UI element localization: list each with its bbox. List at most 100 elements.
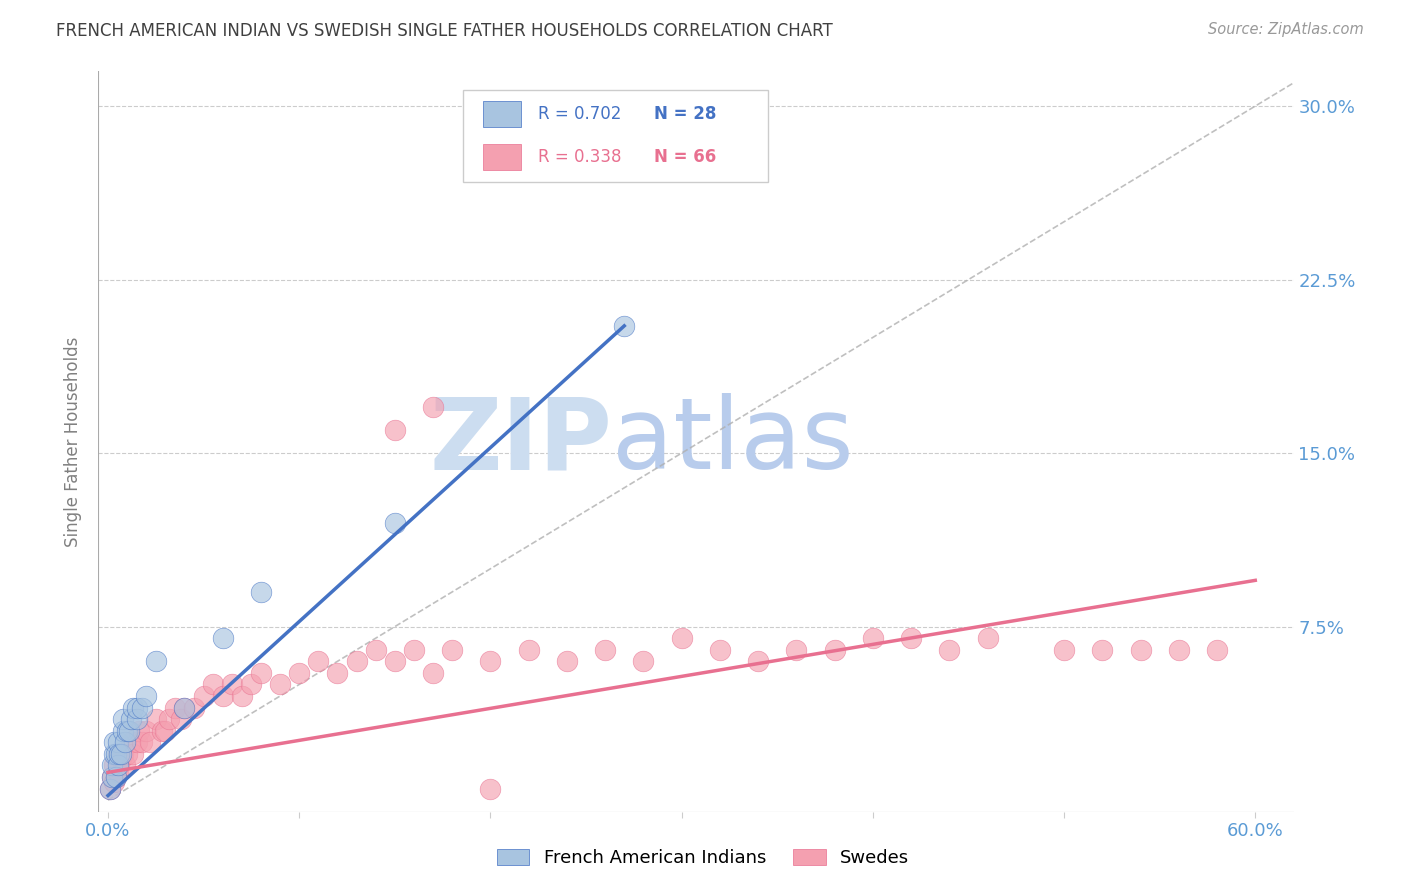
Bar xyxy=(484,144,522,169)
Point xyxy=(193,689,215,703)
Point xyxy=(288,665,311,680)
Point xyxy=(107,747,129,761)
Point xyxy=(135,723,157,738)
Point xyxy=(900,631,922,645)
Point xyxy=(107,758,129,772)
Text: R = 0.702: R = 0.702 xyxy=(538,104,621,122)
Point xyxy=(108,747,131,761)
Point xyxy=(112,712,135,726)
Point xyxy=(441,642,464,657)
Point xyxy=(114,758,136,772)
Point xyxy=(1053,642,1076,657)
Point xyxy=(125,700,148,714)
Point xyxy=(326,665,349,680)
Point xyxy=(155,723,177,738)
Point xyxy=(121,700,143,714)
Point xyxy=(145,712,167,726)
Point xyxy=(150,723,173,738)
Point xyxy=(98,781,121,796)
Point xyxy=(110,751,132,765)
Point xyxy=(747,654,769,668)
Point xyxy=(938,642,960,657)
Point xyxy=(479,654,502,668)
Text: FRENCH AMERICAN INDIAN VS SWEDISH SINGLE FATHER HOUSEHOLDS CORRELATION CHART: FRENCH AMERICAN INDIAN VS SWEDISH SINGLE… xyxy=(56,22,832,40)
Point xyxy=(128,723,150,738)
Point xyxy=(115,723,138,738)
Point xyxy=(101,770,124,784)
Point xyxy=(169,712,191,726)
Point xyxy=(110,747,132,761)
Text: Source: ZipAtlas.com: Source: ZipAtlas.com xyxy=(1208,22,1364,37)
Point xyxy=(103,747,125,761)
FancyBboxPatch shape xyxy=(463,90,768,183)
Point xyxy=(1206,642,1229,657)
Point xyxy=(120,712,142,726)
Point xyxy=(479,781,502,796)
Legend: French American Indians, Swedes: French American Indians, Swedes xyxy=(489,841,917,874)
Point xyxy=(101,758,124,772)
Point xyxy=(101,770,124,784)
Point xyxy=(1091,642,1114,657)
Point xyxy=(131,735,153,749)
Point xyxy=(125,735,148,749)
Point xyxy=(364,642,387,657)
Point xyxy=(211,689,233,703)
Point xyxy=(593,642,616,657)
Point xyxy=(125,712,148,726)
Point xyxy=(824,642,846,657)
Point xyxy=(112,747,135,761)
Point xyxy=(240,677,263,691)
Point xyxy=(671,631,693,645)
Point xyxy=(120,735,142,749)
Point xyxy=(202,677,225,691)
Point xyxy=(613,318,636,333)
Point xyxy=(118,723,141,738)
Point xyxy=(862,631,884,645)
Point xyxy=(976,631,998,645)
Point xyxy=(211,631,233,645)
Point xyxy=(135,689,157,703)
Text: ZIP: ZIP xyxy=(429,393,613,490)
Point xyxy=(114,735,136,749)
Point xyxy=(104,770,127,784)
Point xyxy=(115,747,138,761)
Text: N = 28: N = 28 xyxy=(654,104,717,122)
Point xyxy=(98,781,121,796)
Point xyxy=(107,765,129,780)
Point xyxy=(250,585,273,599)
Point xyxy=(307,654,329,668)
Bar xyxy=(484,101,522,127)
Point xyxy=(103,758,125,772)
Point xyxy=(104,770,127,784)
Point xyxy=(145,654,167,668)
Point xyxy=(173,700,195,714)
Point xyxy=(183,700,205,714)
Point xyxy=(121,747,143,761)
Point xyxy=(517,642,540,657)
Point xyxy=(131,700,153,714)
Point xyxy=(104,747,127,761)
Point xyxy=(157,712,180,726)
Y-axis label: Single Father Households: Single Father Households xyxy=(65,336,83,547)
Point xyxy=(139,735,162,749)
Point xyxy=(422,665,444,680)
Point xyxy=(250,665,273,680)
Point xyxy=(112,723,135,738)
Point xyxy=(108,758,131,772)
Point xyxy=(269,677,291,691)
Point xyxy=(785,642,807,657)
Point xyxy=(163,700,186,714)
Point xyxy=(402,642,425,657)
Point xyxy=(709,642,731,657)
Point xyxy=(231,689,253,703)
Point xyxy=(173,700,195,714)
Point xyxy=(103,735,125,749)
Point xyxy=(384,423,406,437)
Point xyxy=(103,774,125,789)
Point xyxy=(422,400,444,414)
Text: N = 66: N = 66 xyxy=(654,147,717,166)
Point xyxy=(107,735,129,749)
Point xyxy=(384,516,406,530)
Point xyxy=(1167,642,1189,657)
Point xyxy=(555,654,578,668)
